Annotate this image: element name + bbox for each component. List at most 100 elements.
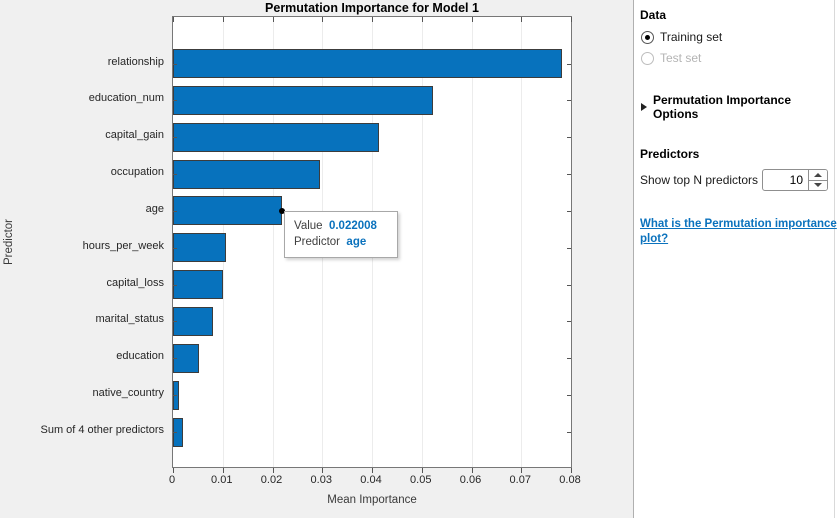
data-tip-marker bbox=[279, 207, 286, 214]
radio-selected-icon[interactable] bbox=[641, 30, 654, 44]
x-tick-mark bbox=[173, 17, 174, 22]
category-label-occupation: occupation bbox=[110, 166, 164, 179]
gridline bbox=[272, 17, 274, 467]
x-tick-mark bbox=[571, 468, 572, 473]
x-tick-mark bbox=[272, 17, 274, 22]
x-tick-mark bbox=[421, 17, 423, 22]
x-axis-label: Mean Importance bbox=[327, 494, 417, 506]
x-tick-mark bbox=[471, 468, 473, 473]
y-tick-mark bbox=[173, 63, 177, 65]
category-label-education: education bbox=[116, 350, 164, 363]
y-tick-mark bbox=[567, 174, 571, 176]
x-tick-mark bbox=[471, 17, 473, 22]
chart-title: Permutation Importance for Model 1 bbox=[265, 1, 479, 15]
category-label-marital_status: marital_status bbox=[95, 313, 164, 326]
x-tick-mark bbox=[521, 17, 523, 22]
y-tick-mark bbox=[567, 358, 571, 360]
bar-relationship[interactable] bbox=[173, 49, 563, 78]
help-link[interactable]: What is the Permutation importance plot? bbox=[640, 218, 837, 245]
radio-label: Training set bbox=[660, 30, 723, 44]
y-tick-mark bbox=[173, 210, 177, 212]
arrow-up-icon bbox=[814, 172, 822, 177]
bar-occupation[interactable] bbox=[173, 159, 320, 189]
x-tick-label: 0.01 bbox=[211, 474, 233, 486]
x-tick-mark bbox=[173, 468, 174, 473]
category-label-relationship: relationship bbox=[107, 55, 164, 68]
data-section-heading: Data bbox=[640, 8, 667, 22]
radio-option-training-set[interactable]: Training set bbox=[641, 30, 828, 44]
category-label-age: age bbox=[145, 202, 164, 215]
options-panel: Data Training set Test set Permutation Im… bbox=[633, 0, 839, 518]
x-tick-label: 0.07 bbox=[509, 474, 531, 486]
radio-label: Test set bbox=[660, 51, 702, 65]
y-tick-mark bbox=[173, 358, 177, 360]
category-label-capital_loss: capital_loss bbox=[106, 276, 164, 289]
y-tick-mark bbox=[173, 321, 177, 323]
x-tick-mark bbox=[421, 468, 423, 473]
show-top-n-label: Show top N predictors bbox=[640, 173, 759, 187]
y-tick-mark bbox=[173, 137, 177, 139]
x-tick-mark bbox=[372, 468, 373, 473]
arrow-down-icon bbox=[814, 183, 822, 188]
y-tick-mark bbox=[173, 395, 177, 397]
bar-age[interactable] bbox=[173, 196, 283, 226]
category-label-hours_per_week: hours_per_week bbox=[82, 239, 164, 252]
gridline bbox=[471, 17, 473, 467]
spinner-up-button[interactable] bbox=[809, 170, 827, 181]
spinner-down-button[interactable] bbox=[809, 180, 827, 190]
y-tick-mark bbox=[567, 395, 571, 397]
y-tick-mark bbox=[173, 247, 177, 249]
x-tick-mark bbox=[372, 17, 373, 22]
bar-education_num[interactable] bbox=[173, 85, 433, 115]
y-tick-mark bbox=[567, 284, 571, 286]
y-tick-mark bbox=[567, 137, 571, 139]
x-tick-label: 0.02 bbox=[260, 474, 283, 486]
category-label-capital_gain: capital_gain bbox=[105, 129, 164, 142]
category-label-Sum of 4 other predictors: Sum of 4 other predictors bbox=[40, 424, 164, 436]
y-tick-mark bbox=[567, 247, 571, 249]
data-tip-predictor: age bbox=[346, 236, 367, 248]
x-tick-label: 0.04 bbox=[360, 474, 382, 486]
x-tick-mark bbox=[272, 468, 274, 473]
y-tick-mark bbox=[567, 432, 571, 433]
x-tick-label: 0 bbox=[168, 474, 176, 486]
gridline bbox=[521, 17, 523, 467]
x-tick-mark bbox=[322, 468, 324, 473]
bar-capital_loss[interactable] bbox=[173, 270, 224, 300]
bar-marital_status[interactable] bbox=[173, 306, 213, 336]
y-tick-mark bbox=[567, 100, 571, 102]
plot-area[interactable] bbox=[172, 16, 572, 473]
radio-icon bbox=[641, 51, 654, 65]
y-tick-mark bbox=[567, 210, 571, 212]
data-tip-value: 0.022008 bbox=[328, 220, 377, 232]
gridline bbox=[421, 17, 423, 467]
y-tick-mark bbox=[173, 284, 177, 286]
x-tick-mark bbox=[222, 468, 224, 473]
top-n-value[interactable]: 10 bbox=[789, 173, 803, 187]
bar-capital_gain[interactable] bbox=[173, 122, 380, 152]
y-tick-mark bbox=[567, 63, 571, 65]
category-label-native_country: native_country bbox=[92, 387, 164, 400]
x-tick-label: 0.06 bbox=[459, 474, 482, 486]
x-tick-label: 0.03 bbox=[310, 474, 332, 486]
x-tick-label: 0.05 bbox=[410, 474, 432, 486]
chevron-right-icon bbox=[641, 103, 647, 111]
bar-hours_per_week[interactable] bbox=[173, 233, 227, 263]
x-tick-label: 0.08 bbox=[559, 474, 581, 486]
x-tick-mark bbox=[322, 17, 324, 22]
y-tick-mark bbox=[173, 100, 177, 102]
options-section-label: Permutation Importance Options bbox=[653, 93, 792, 121]
predictors-section-heading: Predictors bbox=[640, 147, 700, 161]
data-tip-predictor-row: Predictor age bbox=[294, 236, 367, 248]
category-label-education_num: education_num bbox=[88, 92, 164, 105]
y-tick-mark bbox=[173, 432, 177, 433]
radio-option-test-set: Test set bbox=[641, 51, 828, 65]
permutation-importance-options-collapser[interactable]: Permutation Importance Options bbox=[641, 93, 828, 121]
data-tip[interactable]: Value 0.022008 Predictor age bbox=[284, 211, 398, 258]
data-tip-value-row: Value 0.022008 bbox=[294, 220, 377, 232]
x-tick-mark bbox=[222, 17, 224, 22]
top-n-spinner[interactable]: 10 bbox=[762, 169, 828, 191]
x-tick-mark bbox=[571, 17, 572, 22]
chart-figure: Permutation Importance for Model 1 Predi… bbox=[3, 1, 581, 506]
